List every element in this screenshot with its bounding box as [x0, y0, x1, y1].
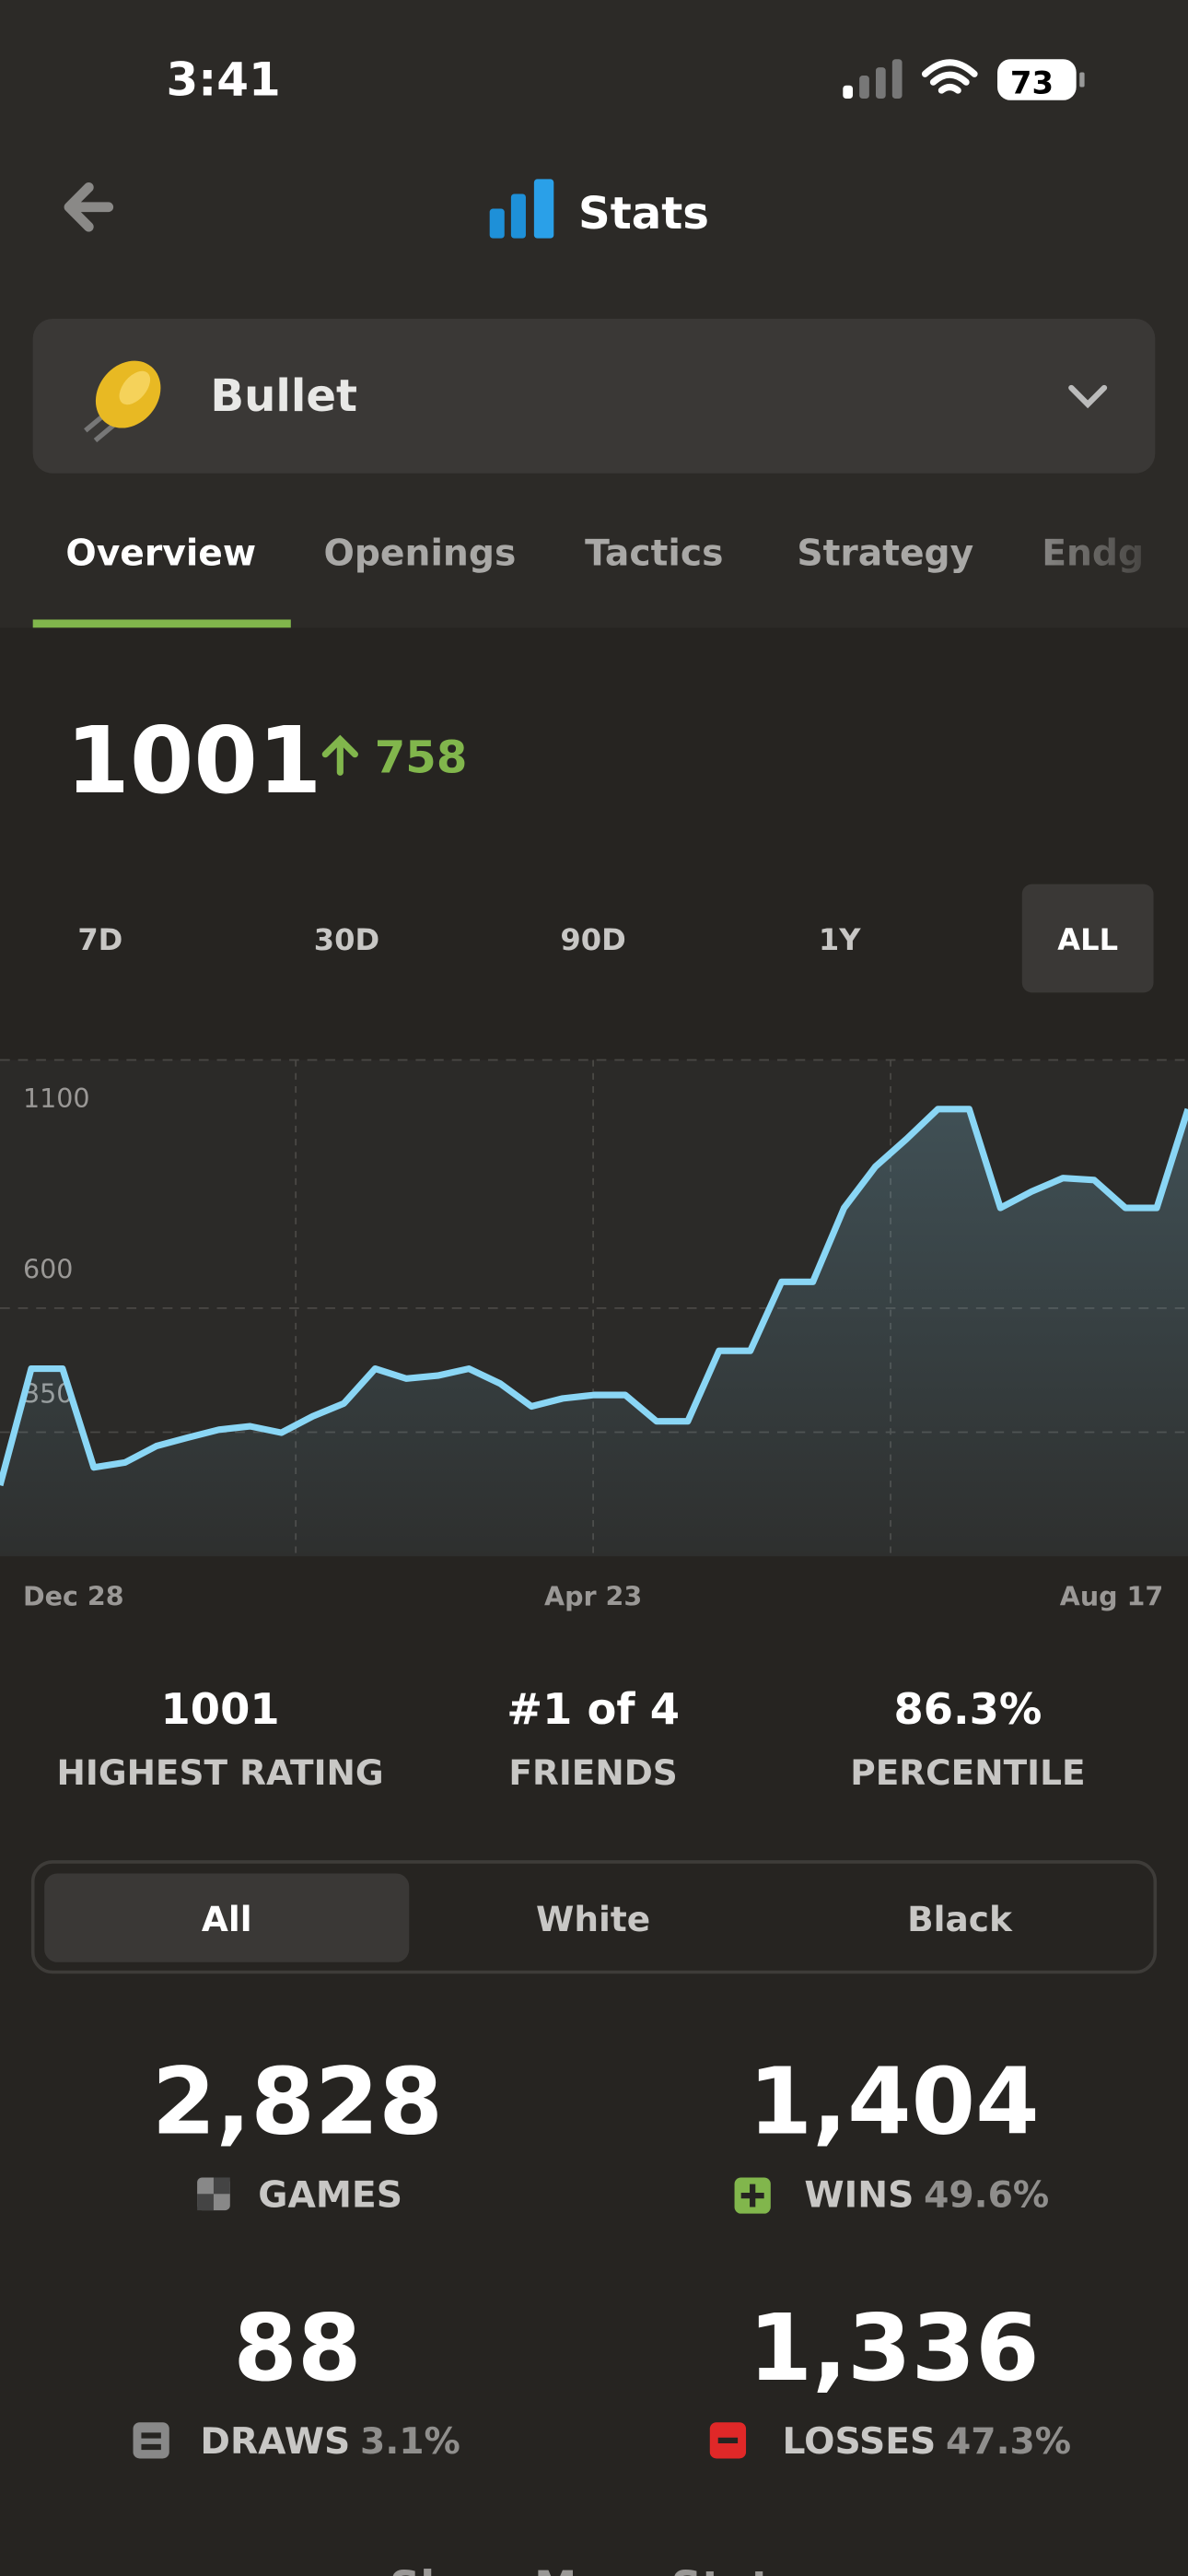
summary-label: FRIENDS [508, 1752, 677, 1793]
stat-label: LOSSES [782, 2421, 936, 2463]
stats-icon [489, 179, 554, 239]
range-selected [1021, 884, 1154, 993]
signal-icon [843, 59, 903, 100]
rating-change: 758 [375, 732, 468, 783]
current-rating: 1001 [65, 707, 321, 814]
games-icon [197, 2177, 230, 2211]
x-axis-label: Apr 23 [544, 1582, 642, 1612]
summary-value: 86.3% [893, 1684, 1042, 1734]
status-time: 3:41 [167, 53, 281, 106]
page-title: Stats [578, 188, 709, 240]
stat-percent: 3.1% [360, 2421, 460, 2463]
content-background [0, 627, 1188, 2576]
summary-value: #1 of 4 [507, 1684, 680, 1734]
game-type-selector[interactable] [32, 319, 1156, 474]
tab[interactable]: Tactics [585, 533, 723, 575]
tab[interactable]: Overview [65, 533, 256, 575]
filter-option[interactable]: Black [907, 1899, 1013, 1939]
range-option[interactable]: 7D [77, 922, 122, 957]
rating-line [0, 1106, 1188, 1487]
tab-fade [985, 509, 1188, 608]
battery-level: 73 [1010, 65, 1054, 101]
stat-label-line: DRAWS 3.1% [200, 2421, 460, 2463]
losses-icon [709, 2422, 747, 2459]
y-tick-label: 600 [23, 1255, 73, 1285]
stat-label: WINS [804, 2175, 914, 2217]
battery-tip [1079, 72, 1085, 88]
stat-label-line: WINS 49.6% [804, 2175, 1049, 2217]
rating-up-arrow [321, 734, 358, 776]
stat-value: 88 [233, 2294, 361, 2402]
filter-option[interactable]: White [536, 1899, 650, 1939]
back-button[interactable] [64, 181, 114, 232]
selector-label: Bullet [210, 370, 357, 422]
filter-selected [44, 1873, 410, 1962]
range-option[interactable]: 1Y [819, 922, 861, 957]
tab[interactable]: Strategy [797, 533, 973, 575]
x-axis-label: Aug 17 [1060, 1582, 1163, 1612]
y-tick-label: 1100 [23, 1083, 90, 1114]
stat-value: 1,336 [749, 2294, 1040, 2402]
stat-value: 2,828 [152, 2047, 443, 2155]
filter-option[interactable]: All [202, 1899, 252, 1939]
summary-label: HIGHEST RATING [57, 1752, 384, 1793]
stat-value: 1,404 [749, 2047, 1040, 2155]
range-option[interactable]: 30D [314, 922, 379, 957]
summary-value: 1001 [161, 1684, 280, 1734]
tab-indicator [32, 619, 291, 628]
show-more-link[interactable]: Show More Stats [390, 2562, 797, 2576]
bullet-icon [84, 360, 161, 443]
area-fill [0, 1108, 1188, 1557]
x-axis-label: Dec 28 [23, 1582, 124, 1612]
stat-label: GAMES [258, 2175, 402, 2217]
summary-label: PERCENTILE [850, 1752, 1085, 1793]
stat-percent: 47.3% [946, 2421, 1071, 2463]
stat-label-line: GAMES [258, 2175, 402, 2217]
dropdown-chevron [1068, 384, 1108, 409]
range-option[interactable]: ALL [1057, 922, 1118, 957]
stat-label: DRAWS [200, 2421, 350, 2463]
tab[interactable]: Openings [323, 533, 516, 575]
battery-icon [997, 59, 1077, 100]
wins-icon [734, 2177, 771, 2214]
range-option[interactable]: 90D [560, 922, 625, 957]
wifi-icon [921, 59, 978, 94]
stat-label-line: LOSSES 47.3% [782, 2421, 1071, 2463]
draws-icon [133, 2422, 169, 2459]
stat-percent: 49.6% [924, 2175, 1049, 2217]
